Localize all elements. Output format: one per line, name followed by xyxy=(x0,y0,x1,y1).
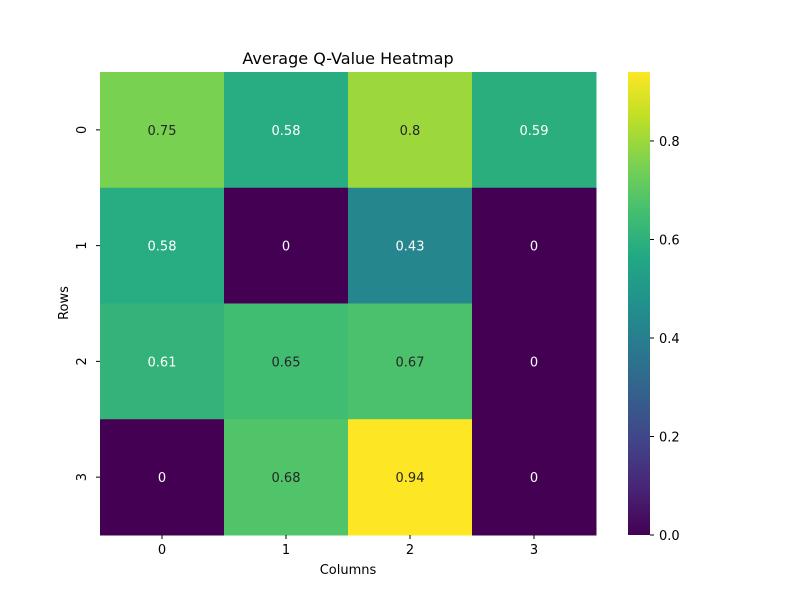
colorbar-tick-label: 0.6 xyxy=(659,233,680,248)
colorbar-ticks: 0.0 0.2 0.4 0.6 0.8 xyxy=(650,135,680,544)
heatmap-cell xyxy=(100,303,225,420)
cell-value-label: 0.58 xyxy=(148,240,177,255)
heatmap-cell xyxy=(100,419,225,536)
colorbar xyxy=(628,72,650,535)
y-tick-label: 0 xyxy=(75,126,90,134)
heatmap-cell xyxy=(100,72,225,189)
cell-value-label: 0 xyxy=(282,240,290,255)
heatmap-cell xyxy=(348,72,473,189)
cell-value-label: 0 xyxy=(530,355,538,370)
cell-value-label: 0.68 xyxy=(272,471,301,486)
y-axis-ticks: 0 1 2 3 xyxy=(75,126,100,481)
colorbar-tick-label: 0.8 xyxy=(659,135,680,150)
y-tick-label: 3 xyxy=(75,473,90,481)
heatmap-cell xyxy=(472,419,597,536)
colorbar-tick-label: 0.0 xyxy=(659,529,680,544)
x-tick-label: 3 xyxy=(530,543,538,558)
heatmap-cell xyxy=(348,187,473,304)
colorbar-tick-label: 0.2 xyxy=(659,430,680,445)
x-tick-label: 1 xyxy=(282,543,290,558)
cell-value-label: 0 xyxy=(530,240,538,255)
heatmap-cell xyxy=(100,187,225,304)
heatmap-cell xyxy=(224,419,349,536)
cell-value-label: 0.43 xyxy=(396,240,425,255)
x-axis-ticks: 0 1 2 3 xyxy=(158,535,538,558)
heatmap-cell xyxy=(472,72,597,189)
cell-value-label: 0.75 xyxy=(148,124,177,139)
heatmap-cells xyxy=(100,72,597,536)
heatmap-cell xyxy=(348,303,473,420)
heatmap-cell xyxy=(348,419,473,536)
cell-value-label: 0.61 xyxy=(148,355,177,370)
chart-title: Average Q-Value Heatmap xyxy=(242,49,453,68)
y-axis-label: Rows xyxy=(57,286,72,320)
heatmap-cell xyxy=(224,72,349,189)
x-tick-label: 0 xyxy=(158,543,166,558)
x-axis-label: Columns xyxy=(320,563,377,578)
y-tick-label: 2 xyxy=(75,357,90,365)
y-tick-label: 1 xyxy=(75,241,90,249)
cell-value-label: 0.59 xyxy=(520,124,549,139)
heatmap-cell xyxy=(472,187,597,304)
cell-value-label: 0 xyxy=(158,471,166,486)
cell-value-label: 0.94 xyxy=(396,471,425,486)
cell-annotations: 0.75 0.58 0.8 0.59 0.58 0 0.43 0 0.61 0.65 0.67 0 0 0… xyxy=(148,124,549,486)
cell-value-label: 0.65 xyxy=(272,355,301,370)
cell-value-label: 0.58 xyxy=(272,124,301,139)
cell-value-label: 0.8 xyxy=(400,124,421,139)
heatmap-cell xyxy=(224,187,349,304)
cell-value-label: 0.67 xyxy=(396,355,425,370)
heatmap-cell xyxy=(224,303,349,420)
x-tick-label: 2 xyxy=(406,543,414,558)
colorbar-tick-label: 0.4 xyxy=(659,332,680,347)
cell-value-label: 0 xyxy=(530,471,538,486)
heatmap-cell xyxy=(472,303,597,420)
